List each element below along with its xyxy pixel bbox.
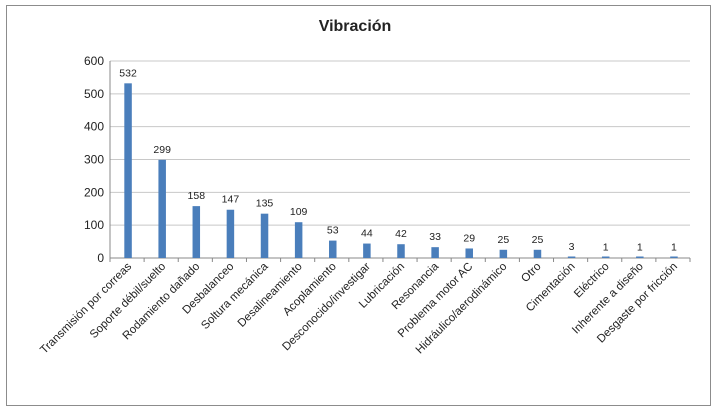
y-tick-label: 0 <box>97 251 104 265</box>
data-label: 29 <box>463 232 475 244</box>
bar <box>465 248 473 258</box>
data-label: 25 <box>498 234 510 246</box>
bar <box>601 256 610 258</box>
bar <box>499 249 508 258</box>
category-label: Desalineamiento <box>236 261 305 330</box>
data-label: 25 <box>532 234 544 246</box>
data-label: 147 <box>222 194 240 206</box>
y-tick-label: 300 <box>84 153 104 167</box>
data-label: 1 <box>637 242 643 254</box>
bar <box>294 222 303 258</box>
bar <box>329 240 337 258</box>
bar <box>226 209 235 258</box>
data-label: 109 <box>290 206 308 218</box>
data-label: 299 <box>153 144 171 156</box>
y-tick-label: 400 <box>84 120 104 134</box>
data-label: 1 <box>603 242 609 254</box>
data-label: 33 <box>429 231 441 243</box>
data-label: 53 <box>327 225 339 237</box>
bar <box>670 256 678 258</box>
y-tick-label: 600 <box>84 54 104 68</box>
y-tick-label: 500 <box>84 87 104 101</box>
bar <box>431 247 439 258</box>
category-label: Otro <box>519 261 543 285</box>
data-label: 3 <box>569 241 575 253</box>
y-tick-label: 200 <box>84 185 104 199</box>
bar <box>158 159 166 258</box>
y-tick-label: 100 <box>84 218 104 232</box>
data-label: 42 <box>395 228 407 240</box>
data-label: 1 <box>671 242 677 254</box>
bar <box>124 83 132 259</box>
chart-frame <box>6 5 711 406</box>
bar <box>567 256 576 258</box>
bar <box>363 243 371 258</box>
data-label: 44 <box>361 228 373 240</box>
bar <box>636 256 644 258</box>
bar <box>260 213 269 258</box>
chart-title: Vibración <box>319 18 392 35</box>
bar <box>533 249 542 258</box>
data-label: 135 <box>256 198 274 210</box>
bar <box>192 206 201 258</box>
data-label: 158 <box>188 190 206 202</box>
bar <box>397 244 405 258</box>
data-label: 532 <box>119 67 137 79</box>
